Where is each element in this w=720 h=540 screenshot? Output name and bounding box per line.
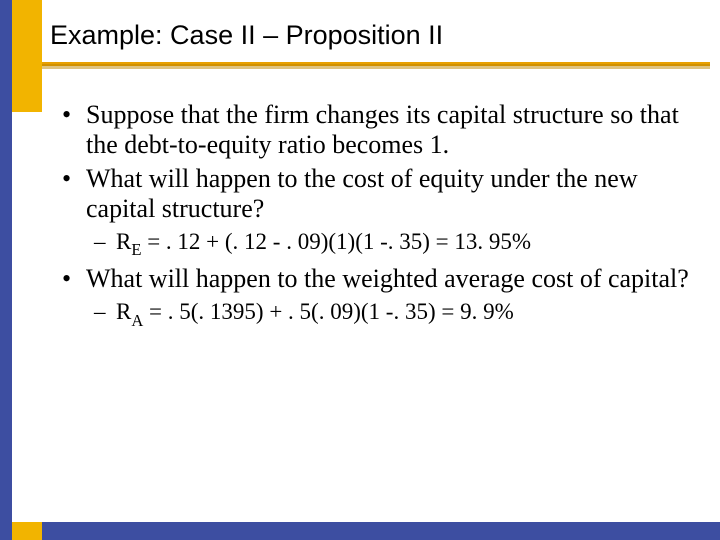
formula-subscript: A bbox=[131, 311, 143, 330]
bullet-subitem: RE = . 12 + (. 12 - . 09)(1)(1 -. 35) = … bbox=[58, 228, 690, 260]
formula-symbol: R bbox=[116, 229, 131, 254]
header: Example: Case II – Proposition II bbox=[50, 20, 700, 51]
formula-symbol: R bbox=[116, 299, 131, 324]
bullet-item: What will happen to the weighted average… bbox=[58, 264, 690, 294]
bottom-accent-block bbox=[12, 522, 42, 540]
bullet-subitem: RA = . 5(. 1395) + . 5(. 09)(1 -. 35) = … bbox=[58, 298, 690, 330]
formula-rest: = . 5(. 1395) + . 5(. 09)(1 -. 35) = 9. … bbox=[143, 299, 513, 324]
bullet-item: What will happen to the cost of equity u… bbox=[58, 164, 690, 224]
left-accent-bar bbox=[0, 0, 12, 540]
bottom-accent-bar bbox=[0, 522, 720, 540]
title-underline bbox=[42, 62, 710, 66]
content-area: Suppose that the firm changes its capita… bbox=[58, 100, 690, 334]
bullet-item: Suppose that the firm changes its capita… bbox=[58, 100, 690, 160]
formula-subscript: E bbox=[131, 240, 141, 259]
formula-rest: = . 12 + (. 12 - . 09)(1)(1 -. 35) = 13.… bbox=[141, 229, 531, 254]
slide-title: Example: Case II – Proposition II bbox=[50, 20, 700, 51]
corner-accent-block bbox=[12, 0, 42, 112]
